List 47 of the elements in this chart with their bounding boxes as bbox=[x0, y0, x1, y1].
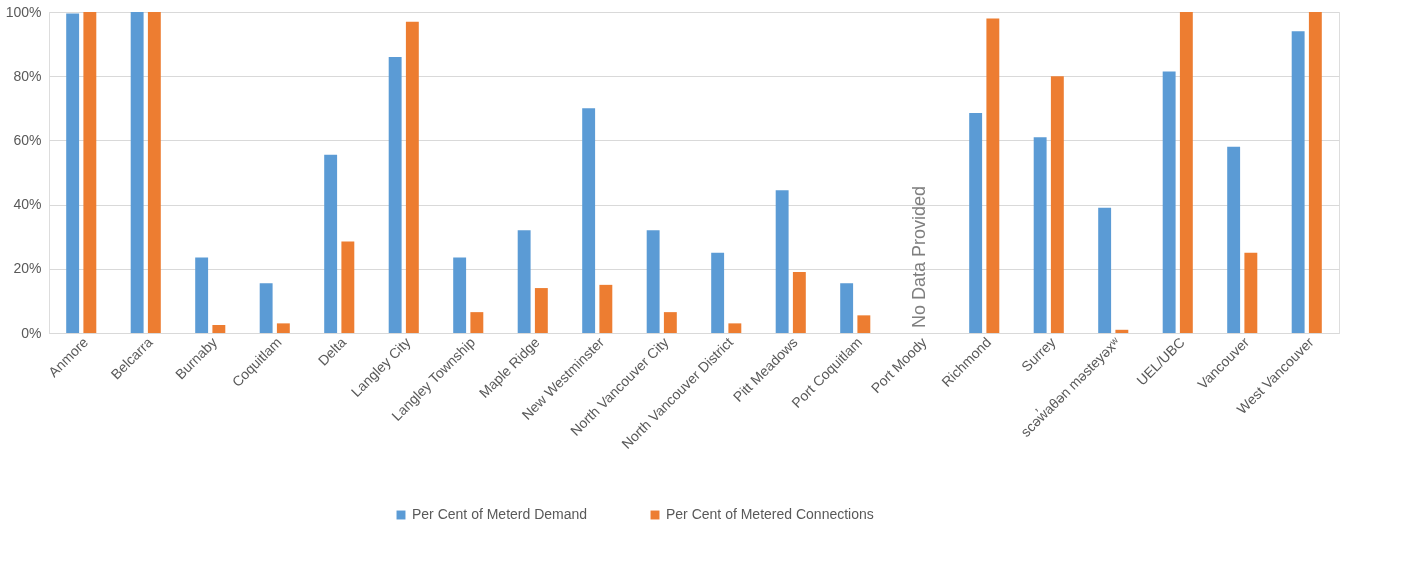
bar bbox=[840, 283, 854, 333]
y-tick-label: 100% bbox=[5, 3, 42, 20]
y-tick-label: 0% bbox=[21, 324, 42, 341]
bar bbox=[1291, 31, 1305, 333]
bar bbox=[195, 257, 209, 333]
bar bbox=[388, 56, 402, 333]
bar bbox=[775, 190, 789, 333]
bar bbox=[663, 312, 677, 333]
bar bbox=[986, 18, 1000, 333]
bar bbox=[534, 288, 548, 333]
bar bbox=[969, 113, 983, 333]
bar bbox=[1098, 207, 1112, 333]
bar bbox=[711, 252, 725, 333]
bar bbox=[728, 323, 742, 333]
bar bbox=[599, 284, 613, 333]
y-tick-label: 80% bbox=[13, 67, 42, 84]
bar bbox=[405, 21, 419, 333]
bar bbox=[147, 12, 161, 333]
y-tick-label: 40% bbox=[13, 196, 42, 213]
bar bbox=[1033, 137, 1047, 333]
bar bbox=[582, 108, 596, 333]
bar bbox=[1227, 146, 1241, 333]
bar bbox=[276, 323, 290, 333]
bar bbox=[1050, 76, 1064, 333]
bar bbox=[130, 12, 144, 333]
bar bbox=[1162, 71, 1176, 333]
bar bbox=[857, 315, 871, 333]
bar bbox=[453, 257, 467, 333]
y-tick-label: 60% bbox=[13, 131, 42, 148]
bar bbox=[1115, 329, 1129, 333]
bar bbox=[66, 13, 80, 333]
bar bbox=[1244, 252, 1258, 333]
bar bbox=[792, 272, 806, 333]
annotation: No Data Provided bbox=[908, 185, 929, 328]
bar bbox=[1308, 12, 1322, 333]
y-tick-label: 20% bbox=[13, 260, 42, 277]
bar bbox=[341, 241, 355, 333]
legend-label: Per Cent of Meterd Demand bbox=[412, 506, 588, 522]
bar bbox=[259, 283, 273, 333]
bar bbox=[324, 154, 338, 333]
bar bbox=[212, 324, 226, 333]
bar bbox=[1179, 12, 1193, 333]
bar bbox=[83, 12, 97, 333]
bar bbox=[646, 230, 660, 333]
bar bbox=[517, 230, 531, 333]
bar bbox=[470, 312, 484, 333]
legend-label: Per Cent of Metered Connections bbox=[666, 506, 874, 522]
